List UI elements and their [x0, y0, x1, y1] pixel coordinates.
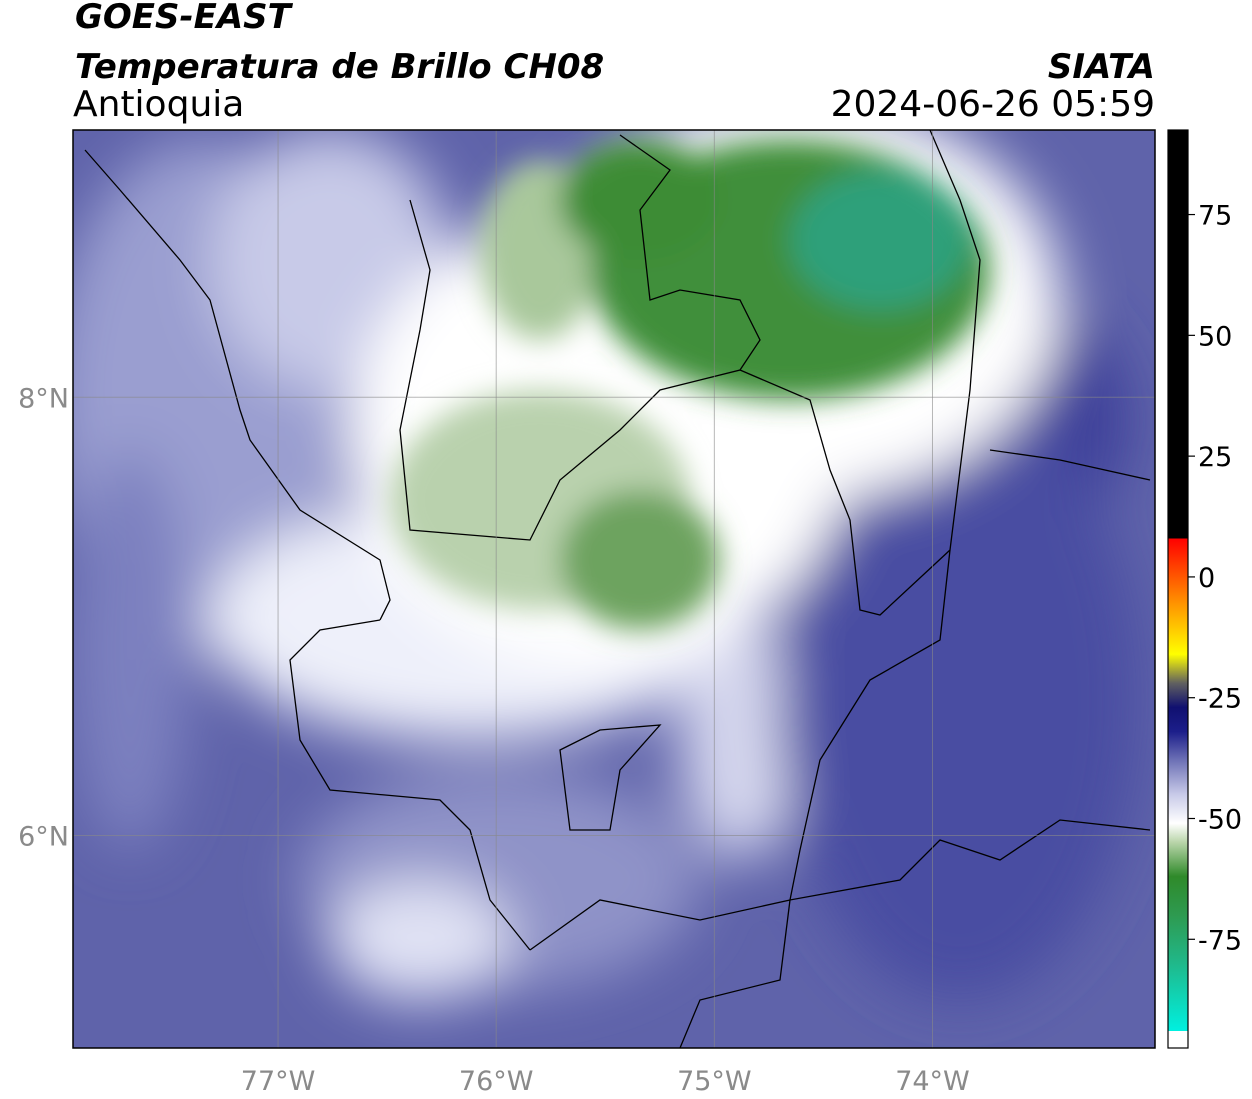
- lon-tick-label: 75°W: [677, 1066, 752, 1097]
- lat-tick-label: 8°N: [18, 383, 69, 414]
- colorbar-tick-label: -75: [1198, 925, 1242, 956]
- graticule: [73, 130, 1155, 1048]
- map-frame: [72, 129, 1156, 1049]
- colorbar-tick-label: 50: [1198, 321, 1232, 352]
- colorbar-tick-label: 0: [1198, 563, 1215, 594]
- region: Antioquia: [73, 84, 244, 125]
- datetime: 2024-06-26 05:59: [831, 84, 1155, 125]
- lon-tick-label: 74°W: [895, 1066, 970, 1097]
- subtitle: Temperatura de Brillo CH08: [75, 47, 604, 87]
- lat-tick-label: 6°N: [18, 821, 69, 852]
- title: GOES-EAST: [75, 0, 294, 37]
- map-field: [73, 130, 1155, 1048]
- colorbar-tick-label: 75: [1198, 201, 1232, 232]
- lon-tick-label: 77°W: [241, 1066, 316, 1097]
- lon-tick-label: 76°W: [459, 1066, 534, 1097]
- colorbar-tick-label: -50: [1198, 805, 1242, 836]
- colorbar-tick-label: -25: [1198, 684, 1242, 715]
- colorbar-tick-label: 25: [1198, 442, 1232, 473]
- colorbar: [1167, 129, 1189, 1049]
- source: SIATA: [1048, 47, 1155, 87]
